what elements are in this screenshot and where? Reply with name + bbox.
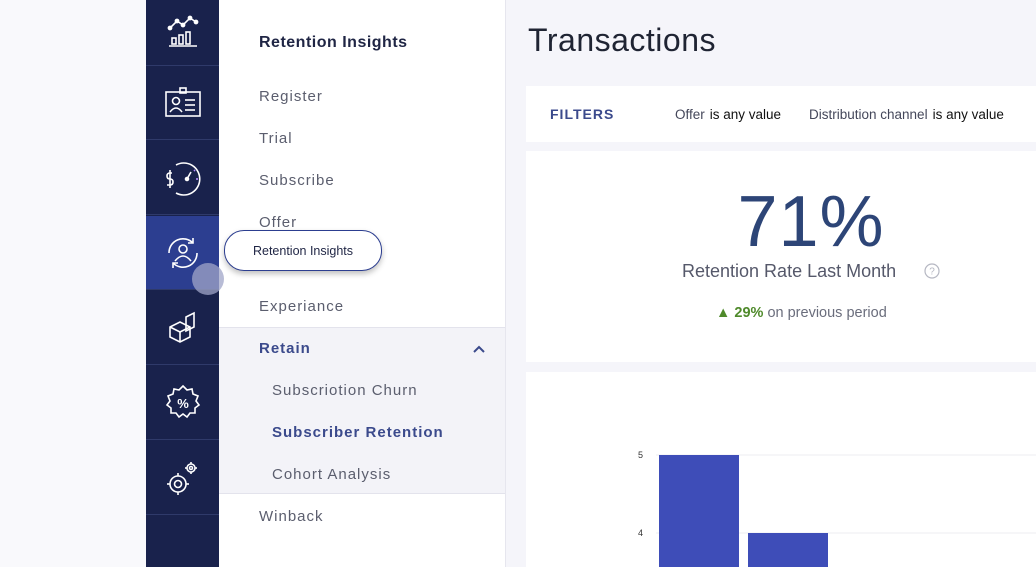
filters-label: FILTERS (550, 106, 615, 122)
retain-group: Retain Subscriotion Churn Subscriber Ret… (219, 327, 505, 494)
nav-item-trial[interactable]: Trial (259, 130, 293, 147)
nav-item-experiance[interactable]: Experiance (259, 298, 345, 315)
nav-item-subscription-churn[interactable]: Subscriotion Churn (272, 382, 418, 399)
rail-item-settings[interactable] (146, 441, 219, 515)
rail-item-pricing[interactable] (146, 141, 219, 215)
discount-badge-icon: % (165, 384, 200, 418)
main-content: Transactions FILTERS Offer is any value D… (507, 0, 1036, 567)
y-tick-label: 4 (638, 528, 643, 538)
chart-bar-2[interactable] (748, 533, 828, 567)
retention-bar-chart: 5 4 (638, 450, 1036, 567)
sub-navigation: Retention Insights Register Trial Subscr… (219, 0, 506, 567)
id-card-icon (164, 86, 201, 117)
filters-bar: FILTERS Offer is any value Distribution c… (526, 86, 1036, 142)
settings-icon (166, 461, 197, 495)
kpi-value: 71% (737, 182, 885, 262)
rail-item-analytics[interactable] (146, 0, 219, 66)
y-tick-label: 5 (638, 450, 643, 460)
retention-kpi-card: 71% Retention Rate Last Month ? ▲ 29% on… (526, 151, 1036, 362)
rail-tooltip: Retention Insights (224, 230, 382, 271)
pricing-gauge-icon (165, 161, 201, 196)
rail-item-members[interactable] (146, 66, 219, 140)
retention-icon (167, 237, 198, 268)
cursor-indicator (192, 263, 224, 295)
filter-field: Offer (675, 107, 705, 122)
nav-item-offer[interactable]: Offer (259, 214, 298, 231)
rail-item-products[interactable] (146, 291, 219, 365)
svg-text:?: ? (929, 267, 935, 278)
nav-item-register[interactable]: Register (259, 88, 323, 105)
trend-up-icon: ▲ (716, 305, 735, 321)
rail-item-discounts[interactable]: % (146, 366, 219, 440)
help-icon[interactable]: ? (924, 263, 940, 279)
nav-item-winback[interactable]: Winback (259, 508, 324, 525)
left-margin (0, 0, 146, 567)
kpi-label: Retention Rate Last Month (682, 261, 897, 281)
filter-offer[interactable]: Offer is any value (675, 107, 781, 122)
retention-chart-card: 5 4 (526, 372, 1036, 567)
nav-group-retain[interactable]: Retain (259, 340, 311, 357)
analytics-icon (167, 15, 198, 47)
filter-field: Distribution channel (809, 107, 928, 122)
page-title: Transactions (528, 22, 716, 58)
kpi-change-text: on previous period (767, 305, 887, 321)
nav-item-subscriber-retention[interactable]: Subscriber Retention (272, 424, 444, 441)
product-box-icon (168, 311, 195, 343)
kpi-change: ▲ 29% on previous period (716, 305, 887, 321)
filter-value: is any value (932, 107, 1004, 122)
subnav-title: Retention Insights (259, 34, 408, 51)
filter-value: is any value (709, 107, 782, 122)
kpi-change-value: 29% (734, 305, 764, 321)
chart-bar-1[interactable] (659, 455, 739, 567)
nav-item-subscribe[interactable]: Subscribe (259, 172, 335, 189)
chevron-up-icon[interactable] (472, 344, 486, 354)
nav-item-cohort-analysis[interactable]: Cohort Analysis (272, 466, 392, 483)
svg-text:%: % (177, 396, 189, 411)
filter-distribution-channel[interactable]: Distribution channel is any value (809, 107, 1004, 122)
